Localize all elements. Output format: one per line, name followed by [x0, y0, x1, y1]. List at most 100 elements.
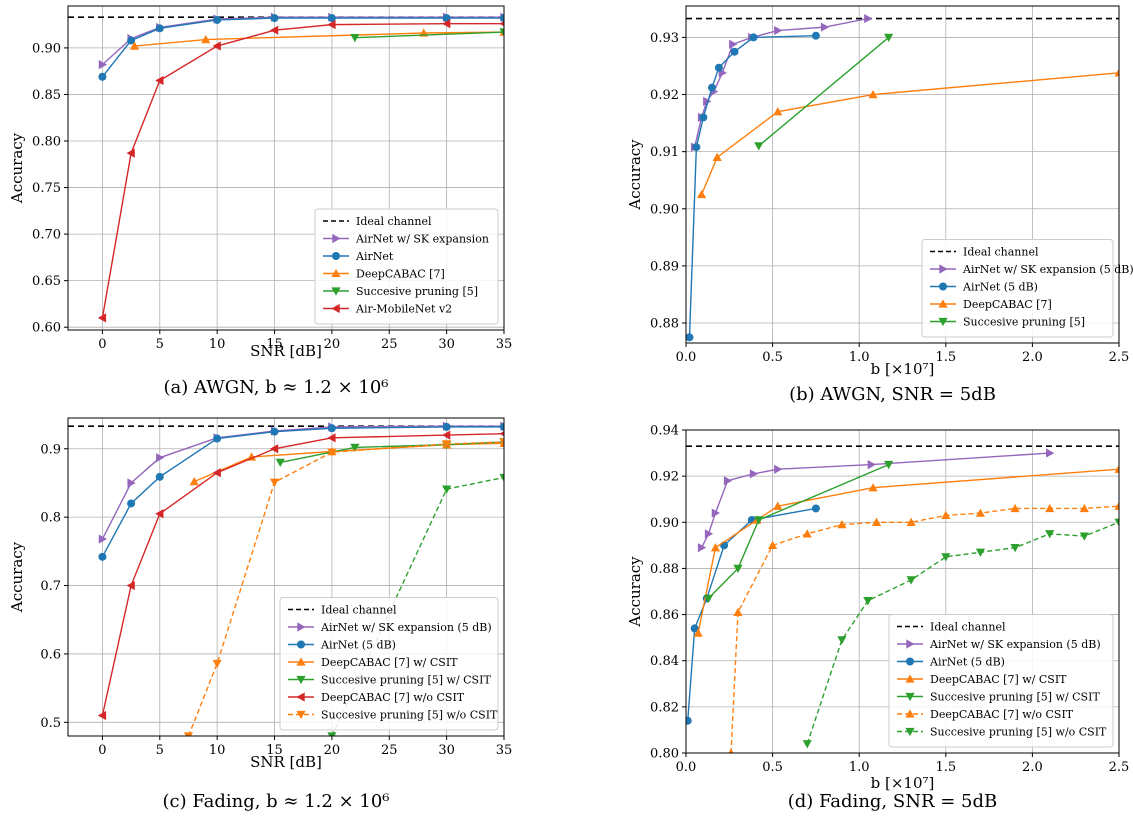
data-point — [499, 21, 504, 27]
legend-box — [888, 614, 1114, 748]
y-tick-label: 0.75 — [32, 181, 61, 196]
data-point — [213, 15, 222, 24]
series-line — [187, 441, 504, 736]
data-point — [442, 485, 452, 494]
y-tick-label: 0.93 — [650, 31, 679, 46]
data-point — [773, 107, 783, 116]
axes-frame — [67, 5, 505, 331]
data-point — [714, 63, 723, 72]
series-group — [686, 13, 1119, 342]
legend-label: DeepCABAC [7] w/ CSIT — [321, 656, 458, 669]
data-point — [754, 516, 764, 525]
data-point — [126, 580, 135, 591]
data-point — [269, 25, 279, 35]
legend-label: Ideal channel — [930, 621, 1006, 634]
data-point — [189, 477, 199, 486]
series-line — [806, 521, 1119, 744]
data-point — [1114, 501, 1119, 510]
legend-marker — [938, 299, 948, 308]
x-tick-label: 10 — [209, 337, 226, 352]
y-tick-label: 0.5 — [40, 716, 61, 731]
axes-frame — [67, 417, 505, 737]
legend-label: AirNet (5 dB) — [929, 656, 1005, 669]
legend-marker — [905, 709, 915, 718]
data-point — [183, 732, 194, 736]
y-tick-label: 0.70 — [32, 228, 61, 243]
data-point — [327, 433, 336, 443]
y-tick-label: 0.7 — [40, 579, 61, 594]
data-point — [270, 14, 279, 23]
x-tick-label: 35 — [496, 337, 513, 352]
y-tick-label: 0.60 — [32, 321, 61, 336]
legend-marker — [296, 710, 306, 720]
series-line — [134, 31, 504, 47]
data-point — [884, 33, 894, 43]
data-point — [350, 443, 360, 453]
ticks: 0.0 0.5 1.0 1.5 2.0 2.5 0.88 0.89 0.90 0.91 0.92 0.… — [650, 31, 1129, 365]
legend-label: Air-MobileNet v2 — [355, 303, 452, 316]
data-point — [692, 143, 701, 152]
data-point — [1114, 464, 1119, 473]
data-point — [941, 510, 951, 520]
ticks: 0 5 10 15 20 25 30 35 0.60 0.65 0.70 0.75 0.80 0.85 0.… — [32, 41, 512, 352]
legend-label: Succesive pruning [5] w/ CSIT — [321, 674, 491, 687]
y-tick-label: 0.90 — [32, 41, 61, 56]
data-point — [98, 552, 107, 561]
y-tick-label: 0.6 — [40, 647, 61, 662]
y-tick-label: 0.65 — [32, 274, 61, 289]
legend-marker — [905, 727, 915, 737]
y-tick-label: 0.88 — [650, 562, 679, 577]
data-point — [442, 422, 451, 431]
data-point — [749, 33, 758, 42]
data-point — [802, 740, 812, 749]
legend-marker — [297, 640, 305, 649]
data-point — [129, 41, 140, 50]
data-point — [941, 553, 951, 562]
legend-box — [279, 597, 499, 731]
x-tick-label: 2.0 — [1022, 760, 1043, 775]
data-point — [975, 508, 986, 517]
data-point — [975, 548, 986, 557]
data-point — [442, 440, 452, 449]
x-tick-label: 0.5 — [762, 350, 783, 365]
legend: Ideal channel AirNet w/ SK expansion (5 d… — [921, 239, 1133, 338]
data-point — [728, 748, 734, 753]
data-point — [707, 83, 716, 92]
data-point — [1046, 448, 1055, 458]
series-line — [700, 72, 1119, 195]
x-tick-label: 15 — [266, 337, 283, 352]
legend-marker — [331, 303, 340, 314]
legend: Ideal channel AirNet w/ SK expansion AirNe… — [314, 208, 499, 325]
data-point — [723, 476, 733, 486]
data-point — [703, 96, 712, 106]
legend-marker — [331, 287, 341, 296]
panel-d: 0.0 0.5 1.0 1.5 2.0 2.5 0.80 0.82 0.84 0.86 0.88 0.… — [626, 424, 1129, 813]
data-point — [733, 564, 743, 574]
legend-label: DeepCABAC [7] — [963, 298, 1052, 311]
data-point — [811, 504, 820, 513]
data-point — [156, 453, 165, 463]
x-tick-label: 0.0 — [676, 350, 697, 365]
series-line — [101, 22, 504, 319]
data-point — [868, 89, 878, 99]
legend-box — [314, 208, 499, 325]
data-point — [269, 444, 279, 454]
data-point — [327, 732, 337, 736]
legend-marker — [906, 639, 915, 649]
data-point — [863, 597, 873, 606]
legend: Ideal channel AirNet w/ SK expansion (5 d… — [888, 614, 1114, 748]
x-tick-label: 25 — [381, 743, 398, 758]
y-axis-label: Accuracy — [8, 132, 26, 204]
legend-label: DeepCABAC [7] w/o CSIT — [321, 691, 465, 704]
legend-marker — [905, 692, 915, 702]
legend-marker — [905, 674, 915, 683]
data-point — [690, 624, 699, 633]
series-group — [68, 421, 504, 736]
data-point — [212, 468, 221, 478]
data-point — [500, 14, 504, 23]
legend-marker — [296, 692, 305, 702]
y-tick-label: 0.91 — [650, 145, 679, 160]
data-point — [710, 543, 721, 552]
data-point — [730, 47, 739, 56]
data-point — [1079, 503, 1089, 513]
